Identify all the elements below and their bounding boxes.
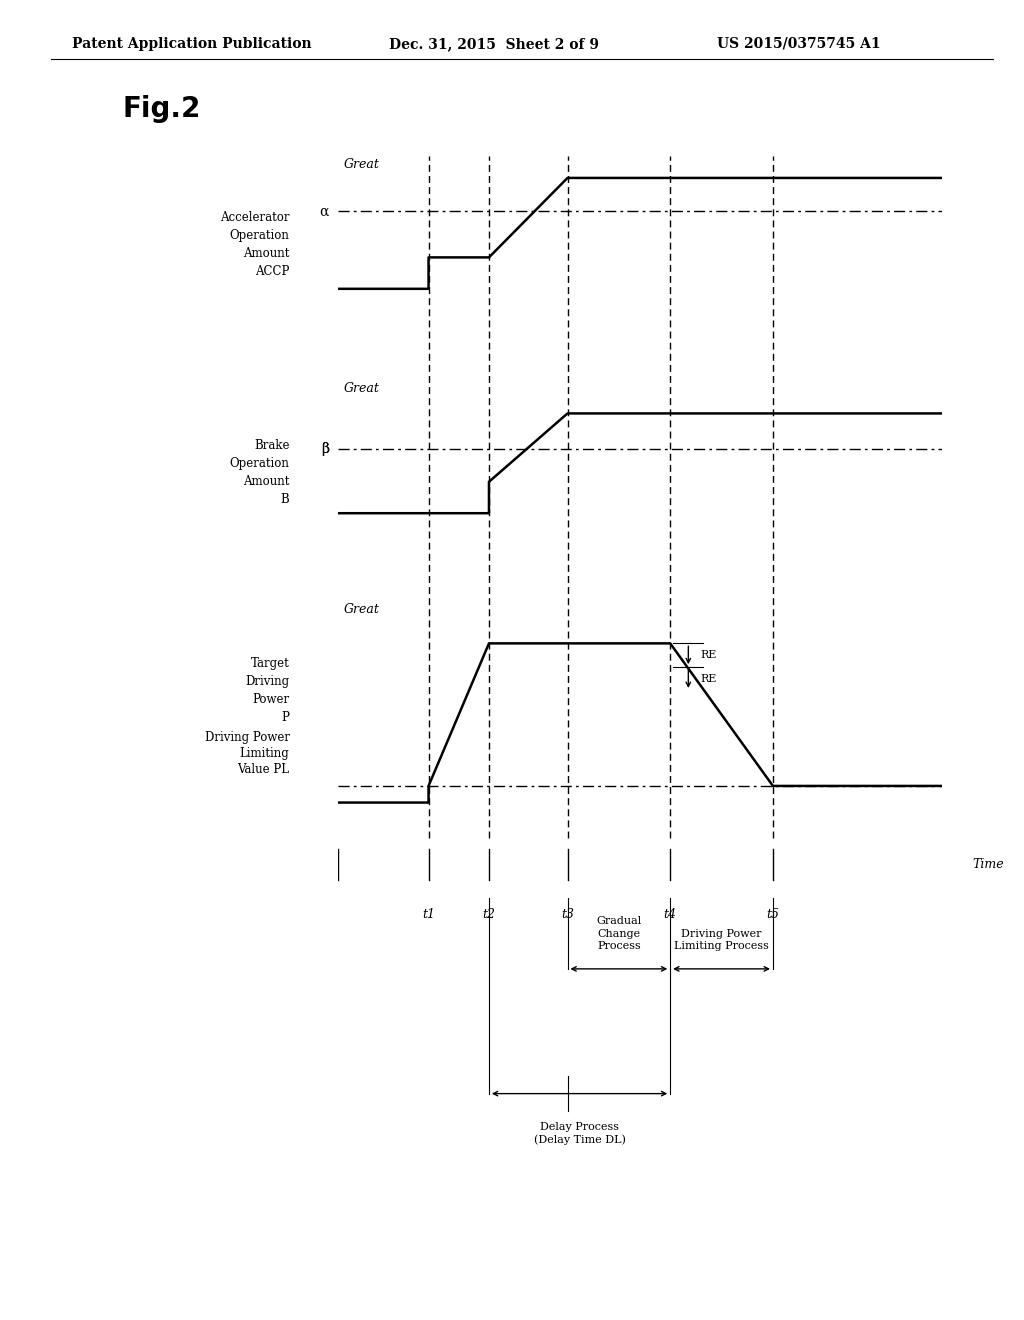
Text: Great: Great — [344, 603, 380, 616]
Text: Great: Great — [344, 381, 380, 395]
Text: US 2015/0375745 A1: US 2015/0375745 A1 — [717, 37, 881, 51]
Text: t2: t2 — [482, 908, 496, 921]
Text: Driving Power
Limiting Process: Driving Power Limiting Process — [674, 929, 769, 950]
Text: Gradual
Change
Process: Gradual Change Process — [596, 916, 641, 950]
Text: t5: t5 — [766, 908, 779, 921]
Text: α: α — [319, 205, 329, 218]
Text: β: β — [321, 441, 329, 455]
Text: Patent Application Publication: Patent Application Publication — [72, 37, 311, 51]
Text: RE: RE — [700, 651, 717, 660]
Text: Target
Driving
Power
P: Target Driving Power P — [246, 657, 290, 725]
Text: RE: RE — [700, 675, 717, 684]
Text: Brake
Operation
Amount
B: Brake Operation Amount B — [229, 440, 290, 506]
Text: t4: t4 — [664, 908, 677, 921]
Text: Driving Power
Limiting
Value PL: Driving Power Limiting Value PL — [205, 731, 290, 776]
Text: Time: Time — [973, 858, 1004, 871]
Text: β: β — [321, 441, 329, 455]
Text: Accelerator
Operation
Amount
ACCP: Accelerator Operation Amount ACCP — [220, 211, 290, 279]
Text: Dec. 31, 2015  Sheet 2 of 9: Dec. 31, 2015 Sheet 2 of 9 — [389, 37, 599, 51]
Text: Great: Great — [344, 157, 380, 170]
Text: t3: t3 — [561, 908, 574, 921]
Text: Fig.2: Fig.2 — [123, 95, 202, 123]
Text: Delay Process
(Delay Time DL): Delay Process (Delay Time DL) — [534, 1122, 626, 1146]
Text: t1: t1 — [422, 908, 435, 921]
